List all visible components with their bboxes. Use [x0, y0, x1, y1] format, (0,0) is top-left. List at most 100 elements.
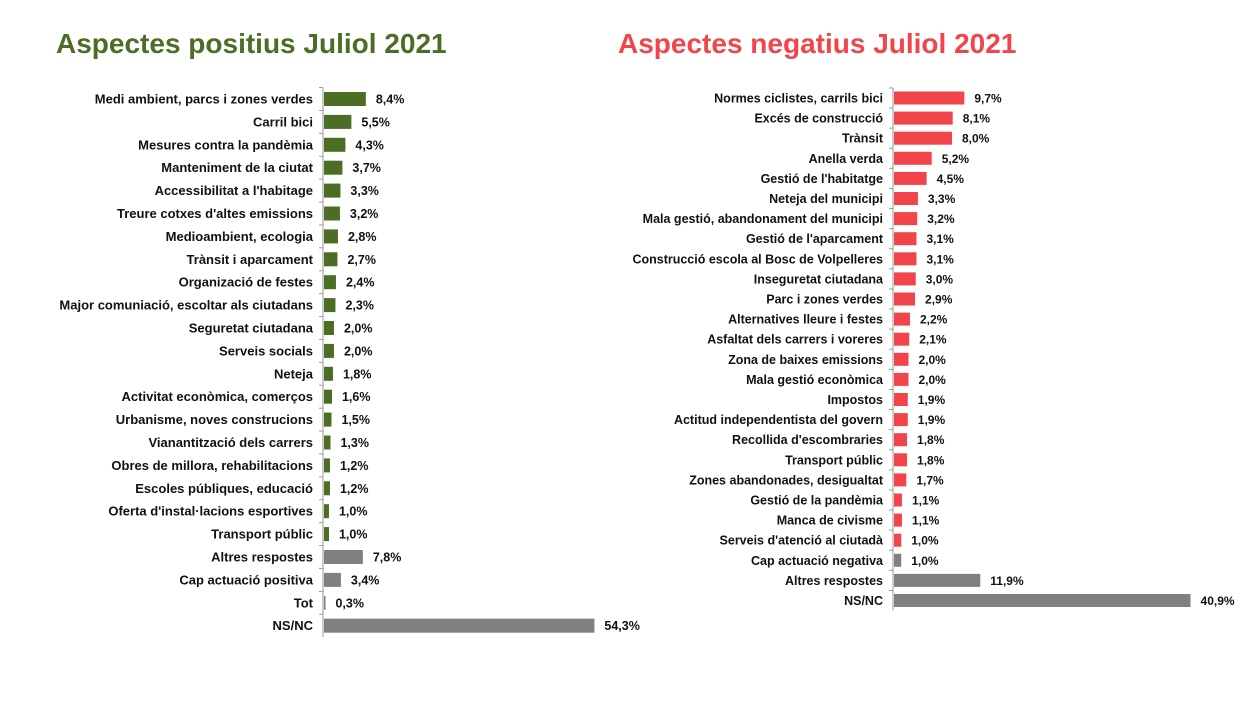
neg-value-label: 1,0% [911, 534, 939, 548]
pos-bar [324, 114, 352, 129]
pos-value-label: 54,3% [604, 619, 639, 633]
neg-category-label: Parc i zones verdes [766, 293, 883, 307]
neg-value-label: 1,0% [911, 554, 939, 568]
neg-category-label: Transport públic [785, 453, 883, 467]
neg-bar [894, 192, 918, 205]
pos-bar [324, 550, 363, 564]
negative-chart-title: Aspectes negatius Juliol 2021 [618, 28, 1017, 59]
neg-bar [894, 171, 927, 185]
neg-value-label: 1,1% [912, 514, 940, 528]
pos-category-label: Serveis socials [219, 343, 313, 358]
pos-category-label: Activitat econòmica, comerços [122, 389, 313, 404]
pos-bar [324, 252, 338, 267]
pos-value-label: 2,7% [347, 253, 376, 267]
neg-category-label: Gestió de l'habitatge [761, 172, 883, 186]
pos-value-label: 1,2% [340, 459, 369, 473]
pos-value-label: 2,0% [344, 344, 373, 358]
neg-bar [894, 252, 917, 266]
pos-bar [324, 229, 338, 244]
neg-category-label: Trànsit [842, 132, 884, 146]
neg-bar [894, 352, 909, 366]
neg-category-label: Mala gestió econòmica [746, 373, 884, 387]
neg-category-label: NS/NC [844, 594, 883, 608]
neg-value-label: 2,2% [920, 313, 948, 327]
pos-value-label: 3,7% [352, 161, 381, 175]
pos-value-label: 3,2% [350, 207, 379, 221]
pos-value-label: 5,5% [361, 115, 390, 129]
neg-value-label: 4,5% [937, 172, 965, 186]
neg-category-label: Asfaltat dels carrers i voreres [707, 333, 883, 347]
neg-bar [894, 393, 908, 406]
neg-category-label: Gestió de la pandèmia [750, 494, 884, 508]
pos-category-label: Treure cotxes d'altes emissions [117, 206, 313, 221]
neg-category-label: Normes ciclistes, carrils bici [714, 92, 883, 106]
pos-value-label: 7,8% [373, 551, 402, 565]
pos-category-label: Oferta d'instal·lacions esportives [108, 504, 313, 519]
pos-category-label: Major comuniació, escoltar als ciutadans [59, 298, 313, 313]
neg-category-label: Gestió de l'aparcament [746, 232, 884, 246]
pos-bar [324, 435, 331, 450]
pos-value-label: 1,5% [341, 413, 370, 427]
positive-chart-title: Aspectes positius Juliol 2021 [56, 28, 447, 59]
pos-bar [324, 481, 330, 496]
neg-bar [894, 433, 908, 447]
pos-value-label: 1,6% [342, 390, 371, 404]
neg-value-label: 1,9% [918, 413, 946, 427]
neg-bar [894, 131, 952, 145]
neg-value-label: 11,9% [990, 574, 1024, 588]
neg-value-label: 2,0% [919, 373, 947, 387]
neg-category-label: Mala gestió, abandonament del municipi [643, 212, 883, 226]
neg-category-label: Actitud independentista del govern [674, 413, 883, 427]
neg-value-label: 8,0% [962, 132, 990, 146]
pos-category-label: Seguretat ciutadana [189, 321, 314, 336]
neg-value-label: 1,8% [917, 433, 945, 447]
neg-bar [894, 513, 902, 527]
neg-value-label: 1,9% [918, 393, 946, 407]
neg-bar [894, 553, 902, 567]
pos-value-label: 1,2% [340, 482, 369, 496]
neg-category-label: Alternatives lleure i festes [728, 313, 883, 327]
pos-category-label: Accessibilitat a l'habitage [155, 183, 313, 198]
pos-value-label: 1,3% [340, 436, 369, 450]
pos-bar [324, 183, 341, 198]
neg-bar [894, 413, 908, 427]
pos-bar [324, 137, 346, 152]
neg-bar [894, 533, 902, 547]
neg-category-label: Cap actuació negativa [751, 554, 884, 568]
pos-category-label: Obres de millora, rehabilitacions [111, 458, 313, 473]
pos-bar [324, 298, 336, 313]
neg-category-label: Recollida d'escombraries [732, 433, 883, 447]
pos-category-label: Mesures contra la pandèmia [138, 137, 314, 152]
neg-bar [894, 272, 916, 286]
neg-value-label: 3,3% [928, 192, 956, 206]
pos-category-label: Medioambient, ecologia [166, 229, 314, 244]
neg-category-label: Zona de baixes emissions [728, 353, 883, 367]
neg-category-label: Construcció escola al Bosc de Volpellere… [632, 252, 883, 266]
neg-bar [894, 212, 918, 226]
pos-category-label: Urbanisme, noves construcions [116, 412, 313, 427]
pos-value-label: 3,4% [351, 573, 380, 587]
pos-category-label: Altres respostes [211, 550, 313, 565]
neg-category-label: Inseguretat ciutadana [754, 272, 884, 286]
pos-value-label: 2,4% [346, 276, 375, 290]
pos-category-label: Manteniment de la ciutat [161, 160, 313, 175]
neg-value-label: 2,9% [925, 293, 953, 307]
pos-category-label: Transport públic [211, 527, 313, 542]
neg-value-label: 3,0% [926, 272, 954, 286]
neg-value-label: 2,1% [919, 333, 947, 347]
pos-bar [324, 504, 329, 519]
neg-category-label: Anella verda [809, 152, 884, 166]
pos-category-label: Cap actuació positiva [179, 572, 313, 587]
pos-bar [324, 321, 334, 335]
neg-category-label: Neteja del municipi [769, 192, 883, 206]
pos-bar [324, 343, 334, 358]
pos-bar [324, 527, 329, 542]
pos-bar [324, 412, 332, 427]
neg-bar [894, 473, 907, 487]
pos-value-label: 1,0% [339, 528, 368, 542]
neg-bar [894, 292, 916, 306]
neg-bar [894, 453, 908, 467]
